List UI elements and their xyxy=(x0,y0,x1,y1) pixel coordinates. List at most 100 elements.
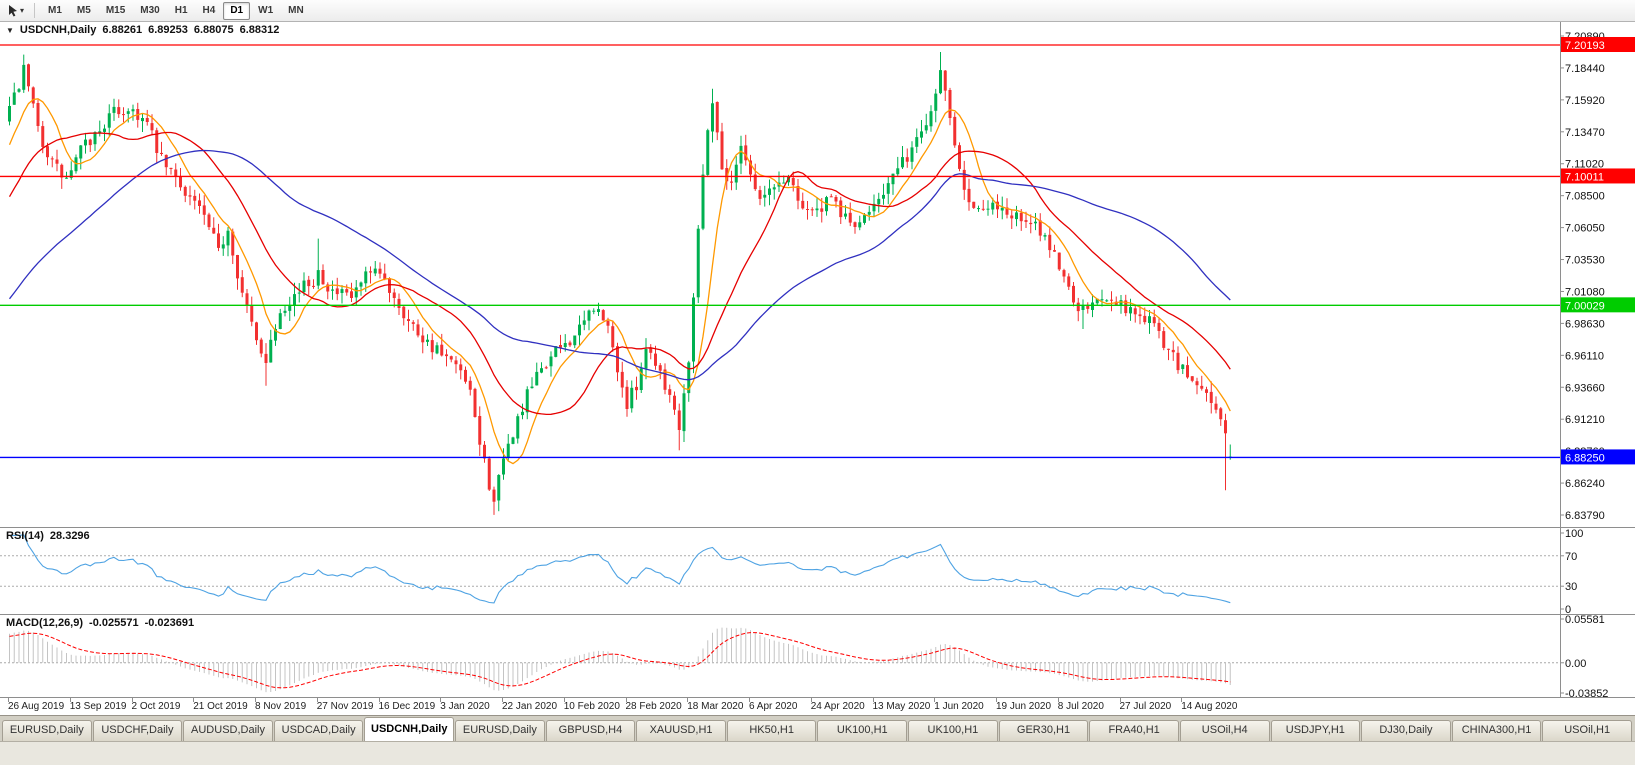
date-tick xyxy=(563,698,565,702)
chart-tab-eurusd-daily[interactable]: EURUSD,Daily xyxy=(2,720,92,741)
date-tick xyxy=(316,698,318,702)
date-tick xyxy=(625,698,627,702)
date-label: 24 Apr 2020 xyxy=(810,701,865,712)
date-label: 28 Feb 2020 xyxy=(625,701,682,712)
date-tick xyxy=(131,698,133,702)
date-tick xyxy=(255,698,256,702)
chart-tab-usoil-h1[interactable]: USOil,H1 xyxy=(1542,720,1632,741)
date-label: 1 Jun 2020 xyxy=(934,701,984,712)
timeframe-button-d1[interactable]: D1 xyxy=(223,1,251,20)
date-label: 27 Nov 2019 xyxy=(316,701,374,712)
chart-tab-fra40-h1[interactable]: FRA40,H1 xyxy=(1089,720,1179,741)
chart-tab-china300-h1[interactable]: CHINA300,H1 xyxy=(1451,720,1542,741)
chart-tab-audusd-daily[interactable]: AUDUSD,Daily xyxy=(183,720,273,741)
date-label: 2 Oct 2019 xyxy=(131,701,181,712)
price-axis-tick: 7.03530 xyxy=(1565,255,1605,267)
date-tick xyxy=(996,698,997,702)
price-axis-tick: 6.91210 xyxy=(1565,414,1605,426)
cursor-tool-button[interactable]: ▾ xyxy=(4,2,28,19)
date-tick xyxy=(872,698,874,702)
chart-tab-usoil-h4[interactable]: USOil,H4 xyxy=(1179,720,1270,741)
timeframe-button-m15[interactable]: M15 xyxy=(105,4,126,16)
price-badge-value: 7.10011 xyxy=(1565,171,1604,183)
timeframe-buttons-group: M1 M5 M15 M30 H1 H4 D1 W1 MN xyxy=(41,1,311,20)
chart-tab-eurusd-daily[interactable]: EURUSD,Daily xyxy=(455,720,545,741)
chart-tab-usdchf-daily[interactable]: USDCHF,Daily xyxy=(92,720,183,741)
time-axis[interactable]: 26 Aug 2019 13 Sep 2019 2 Oct 2019 21 Oct 2… xyxy=(0,698,1635,715)
open-value: 6.88261 xyxy=(102,24,143,36)
date-tick xyxy=(502,698,503,702)
low-value: 6.88075 xyxy=(193,24,234,36)
symbol-period-label: USDCNH,Daily xyxy=(19,24,97,36)
ma-21-line xyxy=(8,131,1231,416)
price-badge xyxy=(1561,297,1635,313)
timeframe-button-h4[interactable]: H4 xyxy=(202,4,216,16)
chart-tab-usdcnh-daily[interactable]: USDCNH,Daily xyxy=(364,717,455,741)
date-label: 16 Dec 2019 xyxy=(378,701,436,712)
date-tick xyxy=(440,698,442,702)
price-axis-tick: 6.86240 xyxy=(1565,478,1605,490)
timeframe-button-h1[interactable]: H1 xyxy=(174,4,188,16)
date-label: 13 Sep 2019 xyxy=(69,701,127,712)
collapse-triangle-icon[interactable]: ▼ xyxy=(6,26,14,35)
price-badge-value: 7.20193 xyxy=(1565,40,1605,52)
timeframe-button-m5[interactable]: M5 xyxy=(76,4,91,16)
chart-tab-uk100-h1[interactable]: UK100,H1 xyxy=(908,720,998,741)
price-chart-canvas[interactable]: 7.208907.184407.159207.134707.110207.085… xyxy=(0,22,1635,527)
chart-tab-ger30-h1[interactable]: GER30,H1 xyxy=(998,720,1089,741)
macd-label: MACD(12,26,9) -0.025571 -0.023691 xyxy=(6,617,194,629)
chart-title: ▼ USDCNH,Daily 6.88261 6.89253 6.88075 6… xyxy=(6,24,279,36)
date-label: 27 Jul 2020 xyxy=(1119,701,1172,712)
price-axis-tick: 7.15920 xyxy=(1565,95,1605,107)
date-label: 8 Nov 2019 xyxy=(255,701,307,712)
date-tick xyxy=(69,698,71,702)
macd-canvas[interactable]: 0.05581 0.00 -0.03852 xyxy=(0,615,1635,697)
chart-tab-usdcad-daily[interactable]: USDCAD,Daily xyxy=(273,720,364,741)
rsi-axis-tick: 70 xyxy=(1565,551,1577,563)
dropdown-caret-icon: ▾ xyxy=(20,5,25,15)
price-axis-tick: 7.08500 xyxy=(1565,191,1605,203)
date-tick xyxy=(687,698,689,702)
timeframe-button-mn[interactable]: MN xyxy=(288,4,304,16)
macd-axis-tick: -0.03852 xyxy=(1565,688,1608,697)
chart-tabs-bar: EURUSD,Daily USDCHF,Daily AUDUSD,Daily USDC… xyxy=(0,715,1635,741)
chart-tab-dj30-daily[interactable]: DJ30,Daily xyxy=(1361,720,1451,741)
macd-panel: MACD(12,26,9) -0.025571 -0.023691 0.0558… xyxy=(0,615,1635,697)
rsi-label: RSI(14) 28.3296 xyxy=(6,530,90,542)
timeframe-button-w1[interactable]: W1 xyxy=(258,4,274,16)
chart-tab-usdjpy-h1[interactable]: USDJPY,H1 xyxy=(1270,720,1361,741)
date-label: 22 Jan 2020 xyxy=(502,701,558,712)
close-value: 6.88312 xyxy=(239,24,280,36)
macd-signal-line xyxy=(9,632,1231,689)
panel-separator[interactable] xyxy=(0,527,1635,528)
panel-separator[interactable] xyxy=(0,614,1635,615)
cursor-arrow-icon xyxy=(9,5,17,17)
rsi-axis-tick: 100 xyxy=(1565,528,1583,540)
rsi-line xyxy=(9,534,1231,604)
date-tick xyxy=(1057,698,1059,702)
date-tick xyxy=(1119,698,1121,702)
price-badge xyxy=(1561,168,1635,184)
price-axis-tick: 7.06050 xyxy=(1565,223,1605,235)
price-axis-tick: 6.96110 xyxy=(1565,350,1604,362)
rsi-panel: RSI(14) 28.3296 100 70 30 0 xyxy=(0,528,1635,614)
date-tick xyxy=(1181,698,1183,702)
date-label: 21 Oct 2019 xyxy=(193,701,248,712)
timeframe-button-m1[interactable]: M1 xyxy=(48,4,62,16)
macd-axis-tick: 0.05581 xyxy=(1565,615,1605,626)
price-badge xyxy=(1561,449,1635,465)
chart-tab-gbpusd-h4[interactable]: GBPUSD,H4 xyxy=(545,720,636,741)
chart-tab-hk50-h1[interactable]: HK50,H1 xyxy=(726,720,817,741)
date-label: 8 Jul 2020 xyxy=(1057,701,1104,712)
date-label: 3 Jan 2020 xyxy=(440,701,490,712)
chart-tab-xauusd-h1[interactable]: XAUUSD,H1 xyxy=(636,720,726,741)
macd-name: MACD(12,26,9) xyxy=(6,617,84,629)
panel-separator xyxy=(0,697,1635,698)
price-axis-tick: 6.93660 xyxy=(1565,382,1605,394)
timeframe-button-m30[interactable]: M30 xyxy=(140,4,160,16)
candlesticks xyxy=(8,52,1232,515)
rsi-canvas[interactable]: 100 70 30 0 xyxy=(0,528,1635,614)
date-label: 19 Jun 2020 xyxy=(996,701,1052,712)
date-tick xyxy=(749,698,750,702)
chart-tab-uk100-h1[interactable]: UK100,H1 xyxy=(817,720,908,741)
